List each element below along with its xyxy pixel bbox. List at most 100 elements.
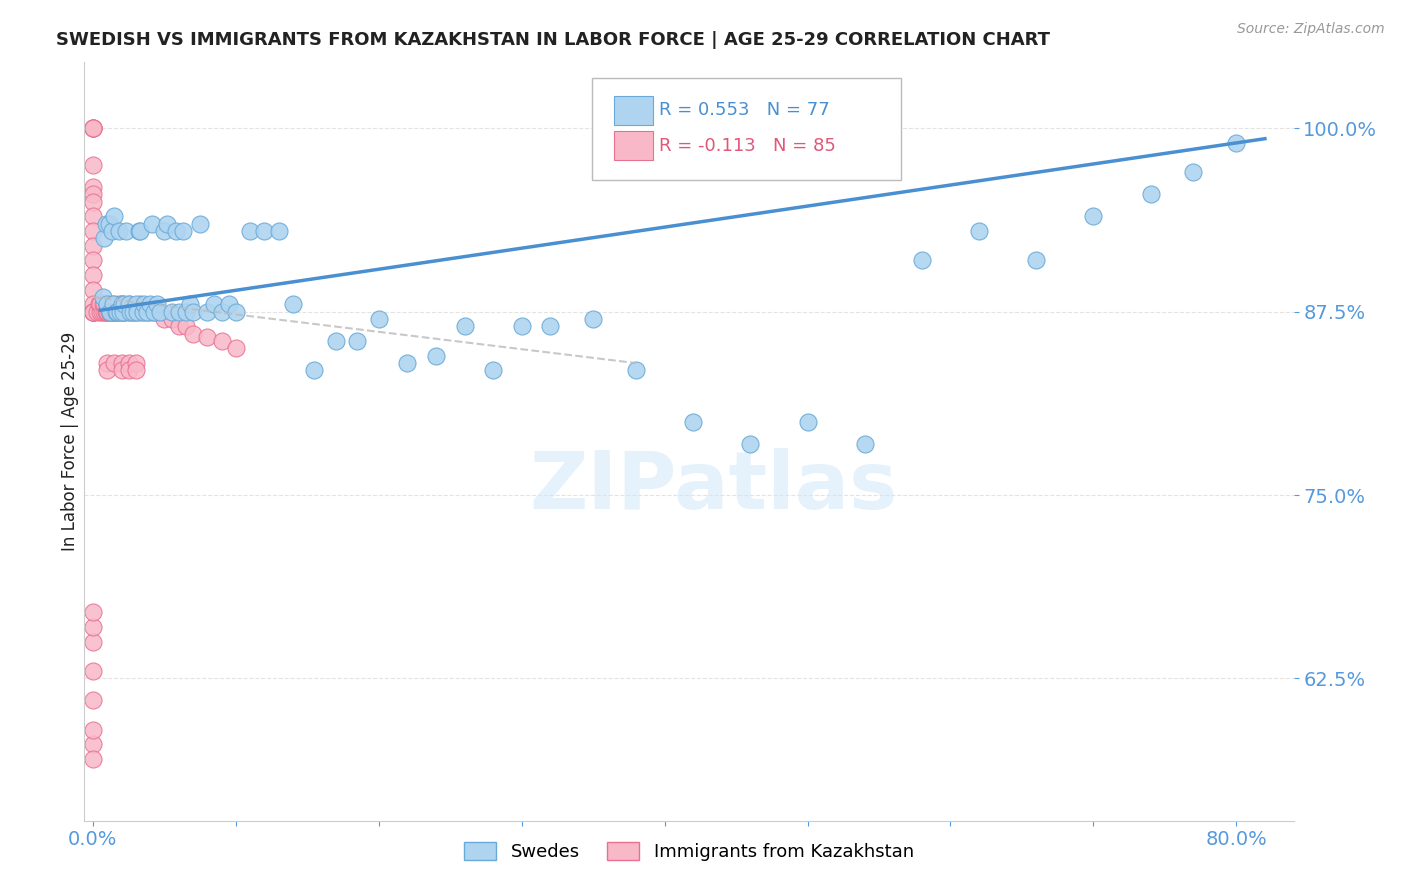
Point (96, 297, 118, 311)
Point (118, 297, 141, 311)
Point (125, 356, 148, 370)
Point (172, 224, 194, 238)
Point (174, 304, 197, 318)
Point (325, 334, 347, 348)
Point (110, 356, 132, 370)
Point (91, 290, 114, 304)
Point (82, 224, 104, 238)
Point (103, 304, 125, 318)
Point (146, 304, 169, 318)
Point (120, 304, 142, 318)
Point (204, 297, 226, 311)
Point (90, 304, 112, 318)
Point (141, 217, 163, 231)
Point (127, 304, 149, 318)
Point (82, 723, 104, 737)
Point (425, 349, 447, 363)
Point (82, 752, 104, 766)
Point (94, 304, 117, 318)
Point (82, 121, 104, 136)
Point (796, 415, 818, 429)
Point (98, 304, 121, 318)
Text: ZIPatlas: ZIPatlas (529, 448, 897, 526)
Point (82, 693, 104, 707)
Text: R = 0.553   N = 77: R = 0.553 N = 77 (659, 101, 830, 120)
Point (143, 304, 166, 318)
Point (96, 363, 118, 377)
Point (156, 217, 179, 231)
Point (132, 304, 155, 318)
Point (132, 304, 155, 318)
Point (87, 297, 110, 311)
Point (160, 312, 183, 326)
Point (82, 253, 104, 268)
Point (110, 363, 132, 377)
Text: SWEDISH VS IMMIGRANTS FROM KAZAKHSTAN IN LABOR FORCE | AGE 25-29 CORRELATION CHA: SWEDISH VS IMMIGRANTS FROM KAZAKHSTAN IN… (56, 31, 1050, 49)
Point (153, 224, 176, 238)
Point (165, 224, 187, 238)
Point (122, 304, 145, 318)
Point (82, 304, 104, 318)
Point (174, 319, 197, 334)
Point (179, 297, 201, 311)
Point (82, 606, 104, 620)
Point (112, 297, 135, 311)
Point (740, 436, 762, 450)
Point (82, 158, 104, 172)
Point (82, 304, 104, 318)
Point (103, 210, 125, 224)
Point (98, 304, 121, 318)
Point (143, 304, 166, 318)
Point (128, 224, 150, 238)
Point (97, 304, 120, 318)
Point (82, 121, 104, 136)
Point (195, 304, 218, 318)
Point (82, 738, 104, 752)
Point (103, 356, 125, 370)
Point (82, 664, 104, 678)
Point (96, 297, 118, 311)
Point (396, 356, 419, 370)
Point (1083, 210, 1105, 224)
Point (82, 297, 104, 311)
Point (281, 297, 304, 311)
Point (96, 304, 118, 318)
Point (682, 415, 704, 429)
Point (139, 304, 162, 318)
Point (82, 187, 104, 202)
Point (346, 334, 368, 348)
Point (110, 297, 132, 311)
Point (167, 319, 190, 334)
Point (97, 217, 120, 231)
Point (211, 304, 233, 318)
Point (267, 224, 290, 238)
Point (482, 363, 505, 377)
Point (160, 304, 183, 318)
Point (105, 304, 128, 318)
Point (101, 297, 124, 311)
Point (118, 297, 141, 311)
Point (82, 194, 104, 209)
Point (1139, 187, 1161, 202)
Point (89, 297, 111, 311)
Point (122, 304, 145, 318)
Point (82, 180, 104, 194)
Point (105, 304, 128, 318)
Point (112, 304, 135, 318)
Point (253, 224, 276, 238)
Point (114, 224, 136, 238)
Point (100, 304, 122, 318)
Point (510, 319, 533, 334)
Point (86, 304, 108, 318)
Point (128, 304, 150, 318)
Y-axis label: In Labor Force | Age 25-29: In Labor Force | Age 25-29 (62, 332, 80, 551)
Point (149, 304, 172, 318)
Point (89, 304, 111, 318)
Point (120, 304, 142, 318)
Point (118, 356, 141, 370)
Point (110, 304, 132, 318)
Point (304, 363, 326, 377)
Point (103, 297, 125, 311)
FancyBboxPatch shape (592, 78, 901, 180)
Point (98, 297, 121, 311)
